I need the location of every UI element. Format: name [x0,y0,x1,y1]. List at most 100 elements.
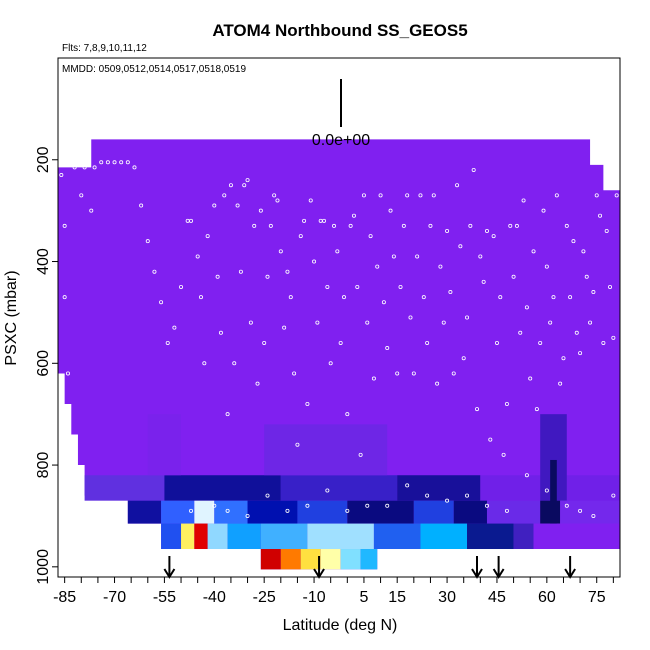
data-point [558,381,563,386]
data-point [358,452,363,457]
plot-area [58,139,620,570]
data-point [255,381,260,386]
data-point [405,483,410,488]
heatmap-cell [280,475,398,501]
data-point [355,284,360,289]
data-point [398,284,403,289]
data-point [571,239,576,244]
y-axis-label: PSXC (mbar) [3,270,20,365]
x-axis-label: Latitude (deg N) [283,617,398,634]
data-point [438,264,443,269]
data-point [242,183,247,188]
heatmap-cell [161,523,182,550]
heatmap-cell [194,500,215,524]
data-point [99,160,104,165]
heatmap-cell [147,414,182,476]
heatmap-cell [300,549,321,570]
heatmap-cell [84,475,165,501]
heatmap-cell [280,549,301,570]
data-point [608,284,613,289]
data-point [328,361,333,366]
data-point [332,223,337,228]
chart-title: ATOM4 Northbound SS_GEOS5 [212,21,467,40]
data-point [594,193,599,198]
heatmap-cell [373,523,421,550]
data-point [551,295,556,300]
data-point [365,503,370,508]
y-axis: 200 400 600 800 1000 [35,146,58,585]
data-point [504,508,509,513]
data-point [322,218,327,223]
data-point [491,234,496,239]
data-point [385,346,390,351]
data-point [408,315,413,320]
data-point [484,228,489,233]
data-point [385,503,390,508]
heatmap-cell [307,523,374,550]
heatmap-field [58,139,620,570]
data-point [179,284,184,289]
data-point [139,203,144,208]
data-point [272,193,277,198]
heatmap-cell [320,549,341,570]
data-point [538,340,543,345]
data-point [189,218,194,223]
data-point [165,340,170,345]
data-point [189,508,194,513]
data-point [132,165,137,170]
heatmap-cell [467,523,514,550]
data-point [524,473,529,478]
data-point [159,300,164,305]
x-tick-label: -10 [302,589,325,606]
data-point [478,254,483,259]
data-point [252,223,257,228]
heatmap-cell [161,500,195,524]
data-point [371,376,376,381]
data-point [245,513,250,518]
data-point [92,165,97,170]
data-point [292,371,297,376]
data-point [125,160,130,165]
data-point [498,295,503,300]
data-point [441,320,446,325]
data-point [521,198,526,203]
data-point [564,503,569,508]
data-point [488,437,493,442]
data-point [232,361,237,366]
arrow-head [163,568,176,579]
data-point [511,274,516,279]
heatmap-cell [264,424,388,476]
data-point [481,279,486,284]
x-tick-label: -85 [53,589,76,606]
data-point [65,371,70,376]
data-point [471,167,476,172]
data-point [504,401,509,406]
data-point [298,234,303,239]
data-point [268,223,273,228]
dates-label: MMDD: 0509,0512,0514,0517,0518,0519 [62,64,246,75]
data-point [421,295,426,300]
data-point [554,193,559,198]
data-point [508,223,513,228]
heatmap-cell [181,523,195,550]
data-point [574,330,579,335]
heatmap-cell [127,500,162,524]
data-point [238,269,243,274]
data-point [228,183,233,188]
data-point [425,493,430,498]
data-point [248,320,253,325]
data-point [548,320,553,325]
data-point [578,508,583,513]
heatmap-cell [540,500,561,524]
data-point [561,356,566,361]
data-point [335,249,340,254]
data-point [604,228,609,233]
data-point [361,193,366,198]
observation-points [59,160,619,518]
data-point [368,234,373,239]
data-point [105,160,110,165]
data-point [145,239,150,244]
data-point [425,340,430,345]
arrow-head [313,568,325,579]
